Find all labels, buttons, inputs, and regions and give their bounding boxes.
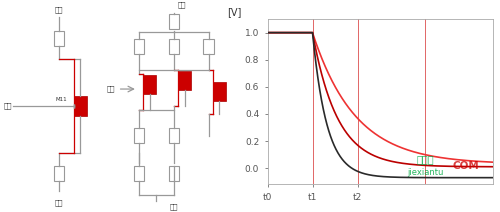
Bar — [168, 39, 179, 54]
Bar — [134, 39, 144, 54]
Bar — [212, 82, 226, 101]
Text: M11: M11 — [55, 97, 67, 102]
Bar — [134, 166, 144, 181]
Bar — [54, 31, 64, 46]
Bar — [168, 128, 179, 143]
Bar — [74, 96, 87, 116]
Text: 栅极: 栅极 — [106, 86, 115, 92]
Text: 漏极: 漏极 — [54, 6, 63, 13]
Text: 源极: 源极 — [170, 204, 178, 210]
Bar — [143, 75, 156, 94]
Bar — [204, 39, 214, 54]
Bar — [54, 166, 64, 181]
Text: 源极: 源极 — [54, 199, 63, 206]
Text: 栅极: 栅极 — [4, 103, 12, 109]
Bar — [134, 128, 144, 143]
Text: 漏极: 漏极 — [178, 2, 186, 8]
Bar — [178, 71, 192, 90]
Text: COM: COM — [452, 161, 479, 171]
Bar — [168, 14, 179, 29]
Text: jiexiantu: jiexiantu — [407, 168, 443, 177]
Text: 接线图: 接线图 — [416, 155, 434, 165]
Bar — [168, 166, 179, 181]
Text: [V]: [V] — [227, 7, 242, 18]
